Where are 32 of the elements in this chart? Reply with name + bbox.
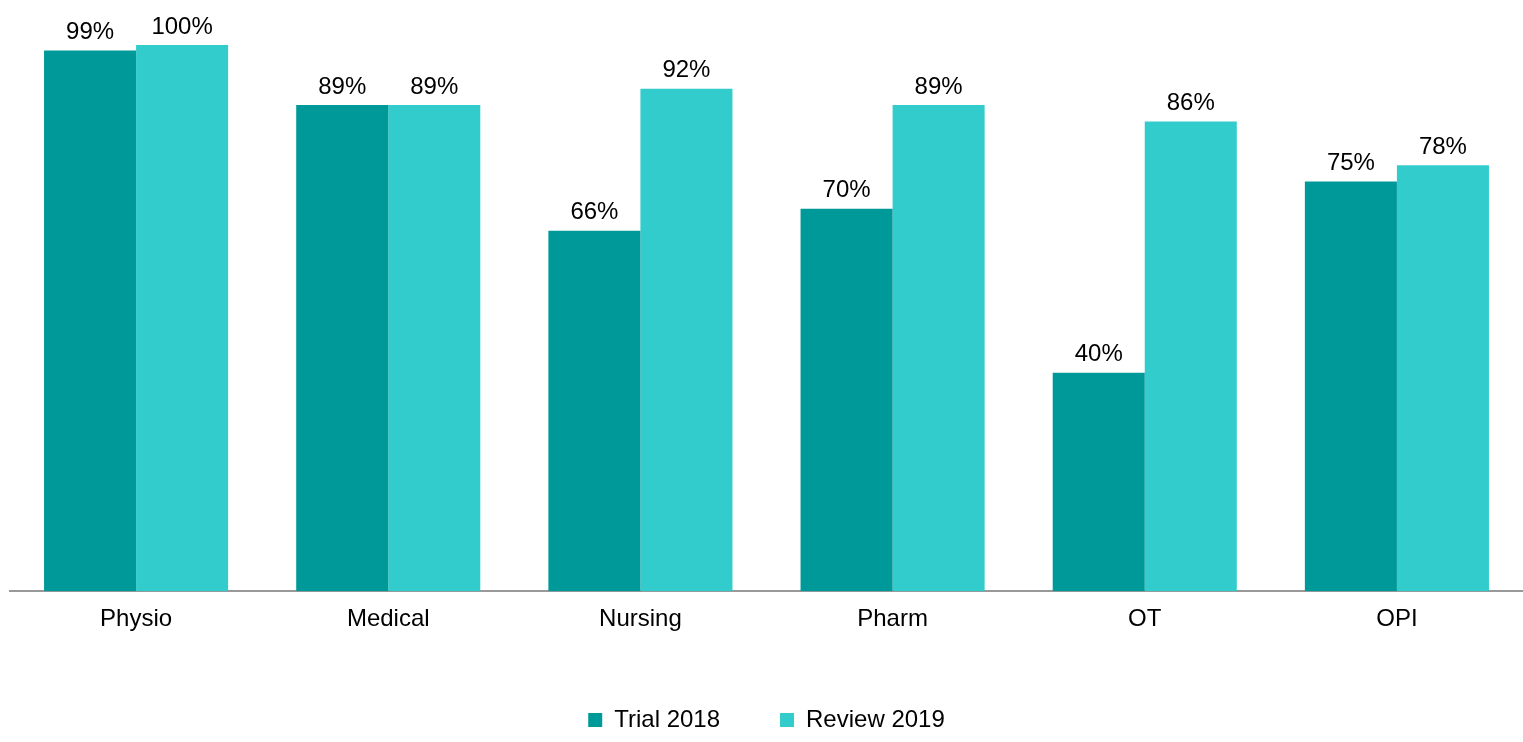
x-tick-label: Physio: [100, 604, 173, 632]
bar: [800, 208, 893, 592]
data-label: 92%: [662, 55, 711, 83]
bar: [1396, 165, 1489, 592]
x-tick-label: Medical: [346, 604, 430, 632]
bar: [1052, 372, 1145, 592]
bar: [136, 45, 229, 592]
bar: [296, 105, 389, 592]
data-label: 75%: [1326, 148, 1375, 176]
data-label: 99%: [66, 17, 115, 45]
x-tick-label: OT: [1128, 604, 1162, 632]
bar: [44, 50, 137, 592]
x-tick-label: OPI: [1376, 604, 1418, 632]
legend-label: Trial 2018: [614, 704, 721, 732]
data-label: 89%: [914, 71, 963, 99]
bar: [1304, 181, 1397, 592]
bar: [388, 105, 481, 592]
data-label: 100%: [151, 11, 213, 39]
data-label: 86%: [1166, 88, 1215, 116]
data-label: 40%: [1074, 339, 1123, 367]
x-tick-label: Pharm: [857, 604, 928, 632]
data-label: 89%: [410, 71, 459, 99]
data-label: 66%: [570, 197, 619, 225]
bar: [548, 230, 641, 592]
x-tick-label: Nursing: [599, 604, 682, 632]
data-label: 78%: [1418, 131, 1467, 159]
bar: [640, 88, 733, 592]
data-label: 89%: [318, 71, 367, 99]
data-label: 70%: [822, 175, 871, 203]
bar: [892, 105, 985, 592]
bar: [1144, 121, 1237, 592]
legend-label: Review 2019: [806, 704, 945, 732]
